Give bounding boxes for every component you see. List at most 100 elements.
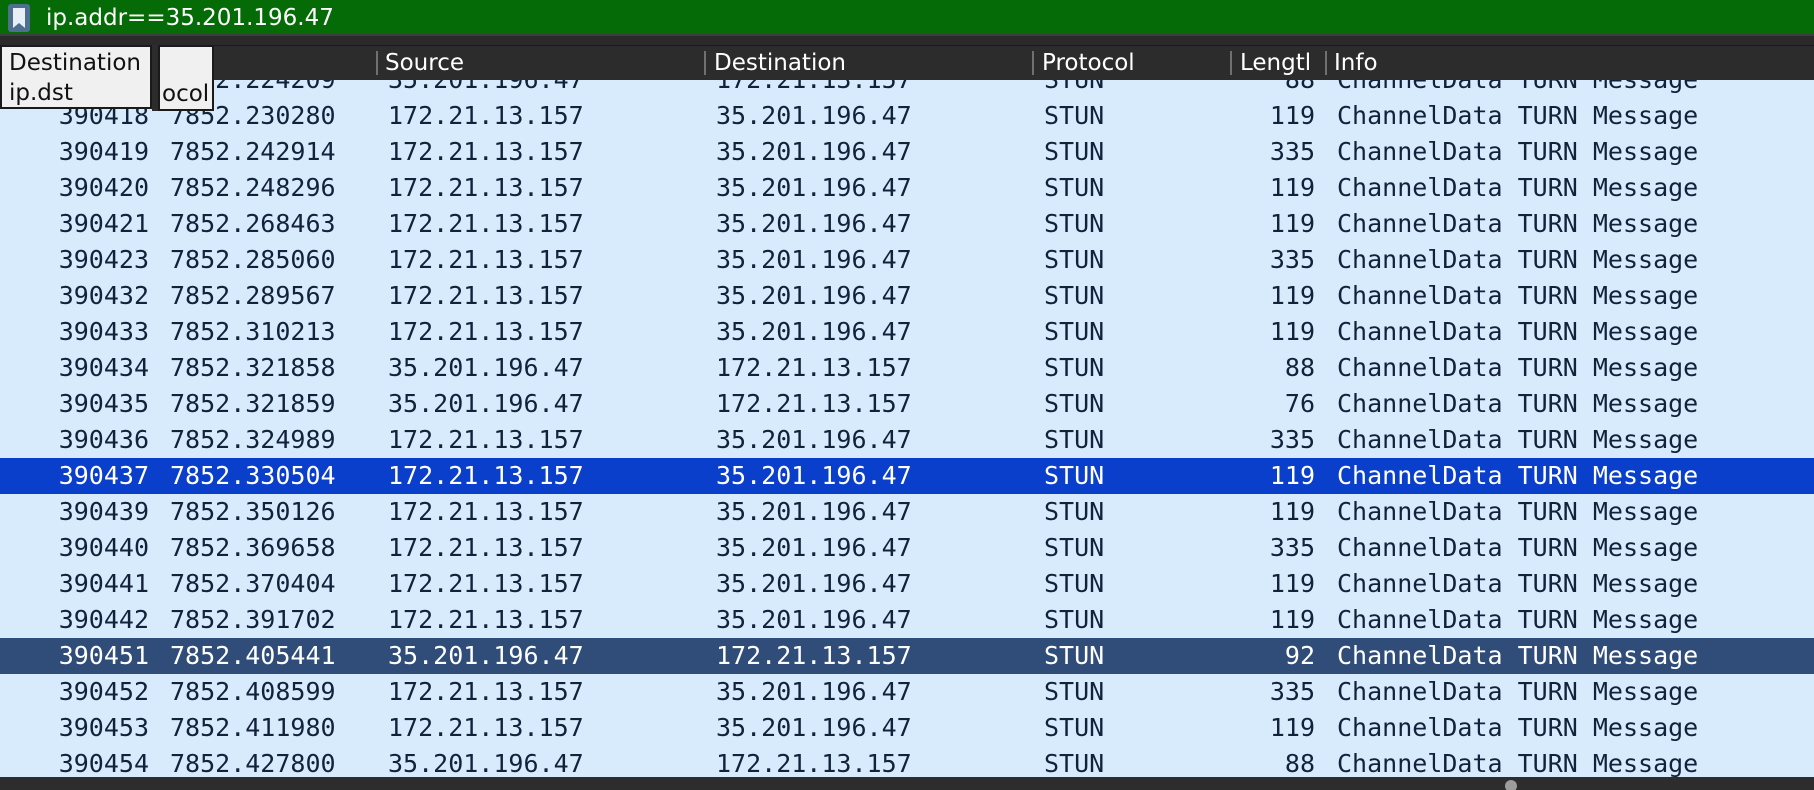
packet-row[interactable]: 390452 7852.408599 172.21.13.157 35.201.196… xyxy=(0,674,1814,710)
cell-info: ChannelData TURN Message xyxy=(1337,209,1699,238)
cell-info: ChannelData TURN Message xyxy=(1337,389,1699,418)
cell-source: 172.21.13.157 xyxy=(388,461,584,490)
packet-row[interactable]: 390420 7852.248296 172.21.13.157 35.201.196… xyxy=(0,170,1814,206)
cell-no: 390439 xyxy=(58,497,149,526)
cell-source: 172.21.13.157 xyxy=(388,677,584,706)
packet-row[interactable]: 390441 7852.370404 172.21.13.157 35.201.196… xyxy=(0,566,1814,602)
cell-length: 119 xyxy=(1269,605,1315,634)
packet-row[interactable]: 390442 7852.391702 172.21.13.157 35.201.196… xyxy=(0,602,1814,638)
packet-row-partial[interactable]: 390416 7852.224209 35.201.196.47 172.21.… xyxy=(0,80,1814,98)
column-divider[interactable] xyxy=(376,51,378,75)
column-divider[interactable] xyxy=(1325,51,1327,75)
cell-source: 35.201.196.47 xyxy=(388,353,584,382)
column-header-info[interactable]: Info xyxy=(1334,50,1378,76)
cell-info: ChannelData TURN Message xyxy=(1337,425,1699,454)
cell-destination: 35.201.196.47 xyxy=(716,317,912,346)
cell-source: 172.21.13.157 xyxy=(388,101,584,130)
cell-protocol: STUN xyxy=(1044,677,1105,706)
cell-length: 88 xyxy=(1284,353,1315,382)
packet-row[interactable]: 390434 7852.321858 35.201.196.47 172.21.13.… xyxy=(0,350,1814,386)
cell-destination: 35.201.196.47 xyxy=(716,713,912,742)
cell-no: 390432 xyxy=(58,281,149,310)
cell-no: 390442 xyxy=(58,605,149,634)
cell-length: 119 xyxy=(1269,101,1315,130)
cell-source: 172.21.13.157 xyxy=(388,137,584,166)
column-header-protocol[interactable]: Protocol xyxy=(1042,50,1135,76)
cell-no: 390434 xyxy=(58,353,149,382)
horizontal-scrollbar[interactable] xyxy=(0,777,1814,790)
cell-no: 390451 xyxy=(58,641,149,670)
cell-length: 119 xyxy=(1269,713,1315,742)
cell-info: ChannelData TURN Message xyxy=(1337,173,1699,202)
cell-length: 335 xyxy=(1269,677,1315,706)
cell-protocol: STUN xyxy=(1044,209,1105,238)
drag-ghost-label: ocol xyxy=(162,81,210,107)
cell-destination: 35.201.196.47 xyxy=(716,533,912,562)
packet-row[interactable]: 390451 7852.405441 35.201.196.47 172.21.13.… xyxy=(0,638,1814,674)
cell-info: ChannelData TURN Message xyxy=(1337,641,1699,670)
cell-source: 172.21.13.157 xyxy=(388,281,584,310)
scrollbar-thumb[interactable] xyxy=(1505,780,1517,790)
cell-destination: 172.21.13.157 xyxy=(716,641,912,670)
column-header-length[interactable]: Lengtl xyxy=(1240,50,1312,76)
cell-protocol: STUN xyxy=(1044,137,1105,166)
column-header-destination[interactable]: Destination xyxy=(714,50,846,76)
cell-source: 35.201.196.47 xyxy=(388,749,584,777)
cell-source: 172.21.13.157 xyxy=(388,317,584,346)
packet-row[interactable]: 390433 7852.310213 172.21.13.157 35.201.196… xyxy=(0,314,1814,350)
packet-row[interactable]: 390436 7852.324989 172.21.13.157 35.201.196… xyxy=(0,422,1814,458)
packet-row-selected[interactable]: 390437 7852.330504 172.21.13.157 35.201.196… xyxy=(0,458,1814,494)
cell-destination: 35.201.196.47 xyxy=(716,677,912,706)
display-filter-input[interactable]: ip.addr==35.201.196.47 xyxy=(46,5,334,31)
cell-destination: 35.201.196.47 xyxy=(716,425,912,454)
cell-info: ChannelData TURN Message xyxy=(1337,80,1698,98)
column-divider[interactable] xyxy=(1032,51,1034,75)
cell-info: ChannelData TURN Message xyxy=(1337,317,1699,346)
cell-destination: 35.201.196.47 xyxy=(716,101,912,130)
cell-length: 92 xyxy=(1284,641,1315,670)
cell-time: 7852.324989 xyxy=(170,425,336,454)
cell-destination: 35.201.196.47 xyxy=(716,605,912,634)
cell-protocol: STUN xyxy=(1044,749,1105,777)
column-divider[interactable] xyxy=(704,51,706,75)
drag-ghost-edge xyxy=(152,45,158,111)
packet-row[interactable]: 390440 7852.369658 172.21.13.157 35.201.196… xyxy=(0,530,1814,566)
cell-destination: 35.201.196.47 xyxy=(716,245,912,274)
cell-no: 390452 xyxy=(58,677,149,706)
cell-source: 172.21.13.157 xyxy=(388,425,584,454)
column-divider[interactable] xyxy=(1230,51,1232,75)
cell-time: 7852.248296 xyxy=(170,173,336,202)
cell-length: 88 xyxy=(1284,749,1315,777)
cell-time: 7852.369658 xyxy=(170,533,336,562)
cell-destination: 35.201.196.47 xyxy=(716,569,912,598)
packet-row[interactable]: 390439 7852.350126 172.21.13.157 35.201.196… xyxy=(0,494,1814,530)
filter-bookmark-button[interactable] xyxy=(8,4,30,32)
column-header-source[interactable]: Source xyxy=(385,50,464,76)
packet-row[interactable]: 390421 7852.268463 172.21.13.157 35.201.196… xyxy=(0,206,1814,242)
packet-row[interactable]: 390423 7852.285060 172.21.13.157 35.201.196… xyxy=(0,242,1814,278)
packet-row[interactable]: 390435 7852.321859 35.201.196.47 172.21.13.… xyxy=(0,386,1814,422)
cell-no: 390441 xyxy=(58,569,149,598)
cell-source: 35.201.196.47 xyxy=(388,80,584,98)
cell-destination: 35.201.196.47 xyxy=(716,461,912,490)
cell-length: 119 xyxy=(1269,569,1315,598)
packet-row[interactable]: 390453 7852.411980 172.21.13.157 35.201.196… xyxy=(0,710,1814,746)
cell-protocol: STUN xyxy=(1044,245,1105,274)
cell-length: 335 xyxy=(1269,425,1315,454)
cell-source: 172.21.13.157 xyxy=(388,605,584,634)
cell-time: 7852.330504 xyxy=(170,461,336,490)
cell-protocol: STUN xyxy=(1044,533,1105,562)
packet-row[interactable]: 390418 7852.230280 172.21.13.157 35.201.196… xyxy=(0,98,1814,134)
cell-no: 390421 xyxy=(58,209,149,238)
packet-row[interactable]: 390454 7852.427800 35.201.196.47 172.21.13.… xyxy=(0,746,1814,777)
cell-time: 7852.405441 xyxy=(170,641,336,670)
cell-time: 7852.268463 xyxy=(170,209,336,238)
packet-row[interactable]: 390419 7852.242914 172.21.13.157 35.201.196… xyxy=(0,134,1814,170)
cell-time: 7852.321859 xyxy=(170,389,336,418)
cell-time: 7852.391702 xyxy=(170,605,336,634)
cell-protocol: STUN xyxy=(1044,281,1105,310)
column-tooltip: Destination ip.dst xyxy=(0,45,152,109)
cell-protocol: STUN xyxy=(1044,425,1105,454)
packet-list[interactable]: 390416 7852.224209 35.201.196.47 172.21.… xyxy=(0,80,1814,777)
packet-row[interactable]: 390432 7852.289567 172.21.13.157 35.201.196… xyxy=(0,278,1814,314)
